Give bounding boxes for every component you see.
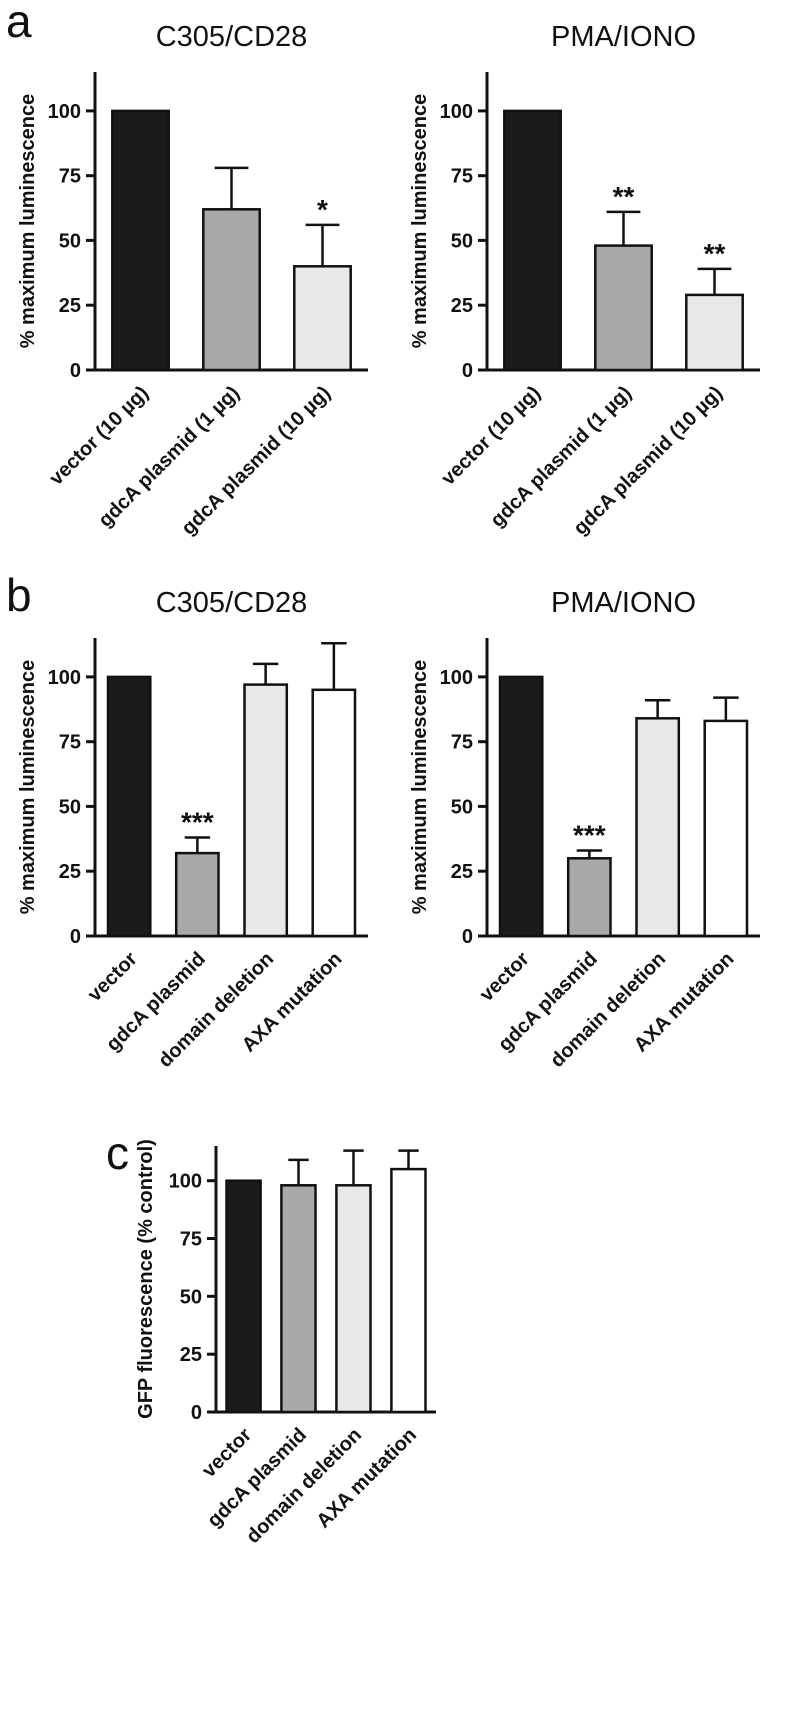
chart-a-c305-cd28: C305/CD28 % maximum luminescence 0 25 50 75 10… (8, 8, 386, 548)
bar (498, 675, 544, 938)
chart-b-c305-cd28: C305/CD28 % maximum luminescence 0 25 50 75 10… (8, 574, 386, 1114)
bar (311, 688, 357, 938)
chart-title: PMA/IONO (551, 21, 696, 53)
y-tick-label: 25 (59, 861, 81, 883)
y-tick-label: 50 (451, 796, 473, 818)
y-tick-label: 100 (48, 101, 81, 123)
bar (202, 208, 261, 372)
y-tick-label: 75 (180, 1229, 202, 1251)
chart-title: PMA/IONO (551, 587, 696, 619)
significance-label: *** (181, 807, 214, 838)
chart-a-pma-iono: PMA/IONO % maximum luminescence 0 25 50 75 100… (400, 8, 778, 548)
chart-c-gfp-fluorescence: GFP fluorescence (% control) 0 25 50 75 100 ve… (112, 1126, 800, 1562)
y-tick-label: 0 (462, 926, 473, 948)
bar (174, 851, 220, 938)
bar (293, 265, 352, 372)
bar (594, 244, 653, 372)
y-tick-label: 100 (169, 1171, 202, 1193)
y-tick-label: 50 (59, 796, 81, 818)
y-tick-label: 25 (451, 295, 473, 317)
y-tick-label: 50 (59, 230, 81, 252)
y-axis-label: GFP fluorescence (% control) (135, 1139, 157, 1419)
y-tick-label: 100 (440, 101, 473, 123)
y-axis-label: % maximum luminescence (17, 94, 39, 349)
significance-label: * (317, 194, 328, 225)
bar (703, 719, 749, 938)
chart-b-pma-iono: PMA/IONO % maximum luminescence 0 25 50 75 100… (400, 574, 778, 1114)
bar (566, 857, 612, 938)
y-tick-label: 25 (59, 295, 81, 317)
y-tick-label: 50 (451, 230, 473, 252)
panel-b-charts: C305/CD28 % maximum luminescence 0 25 50 75 10… (0, 574, 800, 1114)
panel-b: b C305/CD28 % maximum luminescence 0 25 50 75… (0, 569, 800, 1114)
significance-label: *** (573, 820, 606, 851)
chart-title: C305/CD28 (156, 21, 308, 53)
y-tick-label: 75 (59, 166, 81, 188)
bar (225, 1179, 262, 1414)
y-tick-label: 100 (48, 667, 81, 689)
bar (635, 717, 681, 938)
y-axis-label: % maximum luminescence (409, 94, 431, 349)
y-axis-label: % maximum luminescence (409, 660, 431, 915)
chart-title: C305/CD28 (156, 587, 308, 619)
y-tick-label: 75 (451, 166, 473, 188)
panel-a-label: a (6, 0, 32, 47)
panel-a-charts: C305/CD28 % maximum luminescence 0 25 50 75 10… (0, 8, 800, 548)
bar (335, 1184, 372, 1414)
bar (111, 109, 170, 372)
y-tick-label: 0 (70, 926, 81, 948)
x-tick-label: domain deletion (154, 948, 278, 1072)
y-tick-label: 75 (451, 732, 473, 754)
panel-b-label: b (6, 569, 32, 621)
y-tick-label: 25 (180, 1344, 202, 1366)
x-tick-label: gdcA plasmid (10 µg) (177, 382, 335, 540)
y-tick-label: 0 (70, 360, 81, 382)
x-tick-label: vector (84, 948, 142, 1006)
bar (503, 109, 562, 372)
bar (390, 1167, 427, 1414)
panel-c: c GFP fluorescence (% control) 0 25 50 75 100… (0, 1126, 800, 1562)
x-tick-label: gdcA plasmid (10 µg) (569, 382, 727, 540)
significance-label: ** (613, 181, 635, 212)
panel-a: a C305/CD28 % maximum luminescence 0 25 50 75… (0, 0, 800, 548)
y-axis-label: % maximum luminescence (17, 660, 39, 915)
y-tick-label: 0 (191, 1402, 202, 1424)
y-tick-label: 75 (59, 732, 81, 754)
bar (106, 675, 152, 938)
x-tick-label: domain deletion (546, 948, 670, 1072)
bar (243, 683, 289, 938)
y-tick-label: 25 (451, 861, 473, 883)
bar (685, 293, 744, 372)
bar (280, 1184, 317, 1414)
x-tick-label: AXA mutation (313, 1424, 422, 1533)
y-tick-label: 100 (440, 667, 473, 689)
y-tick-label: 50 (180, 1286, 202, 1308)
significance-label: ** (704, 238, 726, 269)
x-tick-label: vector (476, 948, 534, 1006)
x-tick-label: gdcA plasmid (203, 1424, 311, 1532)
panel-c-label: c (106, 1127, 129, 1179)
y-tick-label: 0 (462, 360, 473, 382)
